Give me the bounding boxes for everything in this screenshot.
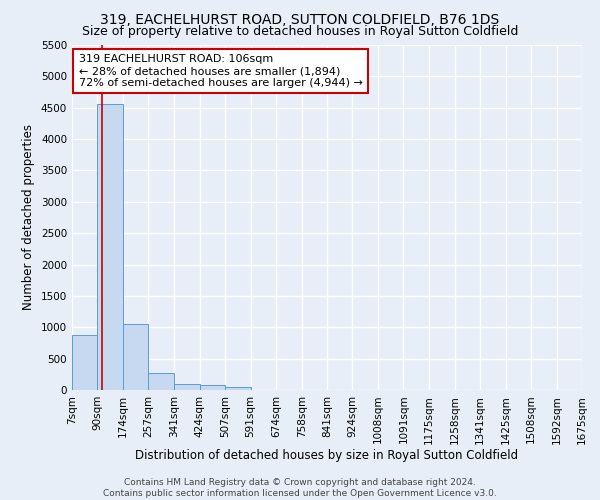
Text: Contains HM Land Registry data © Crown copyright and database right 2024.
Contai: Contains HM Land Registry data © Crown c… [103,478,497,498]
Bar [174,384,199,390]
Bar [97,104,123,390]
Bar [72,335,97,390]
Y-axis label: Number of detached properties: Number of detached properties [22,124,35,310]
Text: 319, EACHELHURST ROAD, SUTTON COLDFIELD, B76 1DS: 319, EACHELHURST ROAD, SUTTON COLDFIELD,… [100,12,500,26]
Text: 319 EACHELHURST ROAD: 106sqm
← 28% of detached houses are smaller (1,894)
72% of: 319 EACHELHURST ROAD: 106sqm ← 28% of de… [79,54,363,88]
Text: Size of property relative to detached houses in Royal Sutton Coldfield: Size of property relative to detached ho… [82,25,518,38]
Bar [123,324,148,390]
Bar [148,373,174,390]
Bar [199,384,225,390]
X-axis label: Distribution of detached houses by size in Royal Sutton Coldfield: Distribution of detached houses by size … [136,449,518,462]
Bar [225,387,251,390]
